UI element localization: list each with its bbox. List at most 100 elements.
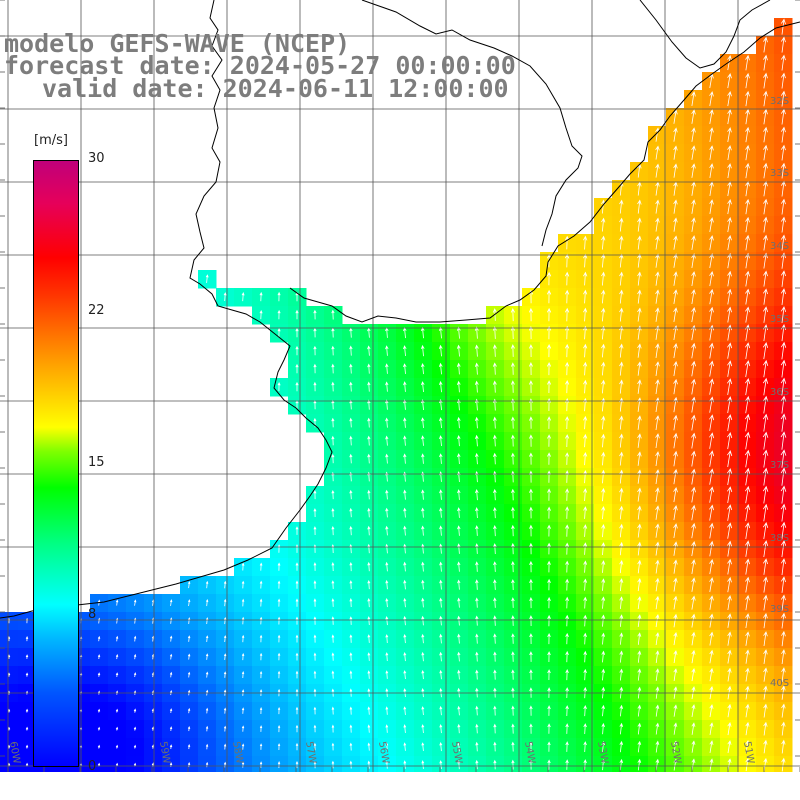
wind-arrow <box>277 616 281 625</box>
wind-arrow <box>601 415 606 430</box>
wind-arrow <box>259 616 263 625</box>
wind-arrow <box>529 488 533 501</box>
wind-arrow <box>205 671 209 678</box>
wind-arrow <box>349 345 353 356</box>
wind-arrow <box>619 614 624 627</box>
wind-arrow <box>655 253 660 268</box>
wind-arrow <box>691 577 696 592</box>
wind-arrow <box>727 342 733 359</box>
wind-arrow <box>331 724 335 733</box>
wind-arrow <box>97 635 101 642</box>
wind-arrow <box>475 434 479 447</box>
wind-arrow <box>421 579 425 590</box>
wind-speed-map[interactable]: 60W 59W 58W 57W 56W 55W 54W 53W 52W 51W 32S 33S 34S 3… <box>0 0 800 772</box>
wind-arrow <box>169 617 173 624</box>
wind-arrow <box>763 108 768 125</box>
wind-arrow <box>205 725 209 732</box>
wind-arrow <box>403 597 407 608</box>
longitude-label: 58W <box>230 741 245 765</box>
wind-arrow <box>583 723 587 735</box>
wind-arrow <box>475 633 479 644</box>
wind-arrow <box>223 671 227 678</box>
wind-arrow <box>565 741 569 752</box>
wind-arrow <box>745 108 750 125</box>
wind-arrow <box>25 744 29 749</box>
wind-arrow <box>691 109 696 124</box>
wind-arrow <box>763 667 768 682</box>
wind-arrow <box>745 198 750 215</box>
wind-arrow <box>277 670 281 679</box>
wind-arrow <box>349 652 353 661</box>
wind-arrow <box>349 525 353 536</box>
wind-arrow <box>457 507 461 518</box>
wind-arrow <box>511 705 515 716</box>
wind-arrow <box>331 760 335 769</box>
wind-arrow <box>619 505 624 520</box>
wind-arrow <box>565 596 569 609</box>
wind-arrow <box>385 760 389 769</box>
wind-arrow <box>367 597 371 608</box>
wind-arrow <box>619 469 624 484</box>
wind-arrow <box>367 742 371 751</box>
wind-arrow <box>457 398 461 411</box>
wind-arrow <box>295 309 299 320</box>
colorbar-tick-22: 22 <box>88 303 105 318</box>
wind-arrow <box>529 524 533 537</box>
wind-arrow <box>762 467 769 486</box>
coastline-lagoon <box>639 0 771 69</box>
wind-arrow <box>601 704 605 717</box>
wind-arrow <box>601 668 606 681</box>
wind-arrow <box>115 672 119 677</box>
wind-arrow <box>619 758 624 771</box>
wind-arrow <box>655 217 660 232</box>
wind-arrow <box>673 740 678 753</box>
wind-arrow <box>583 650 587 663</box>
wind-arrow <box>205 707 209 714</box>
wind-arrow <box>781 667 786 682</box>
wind-arrow <box>313 616 317 625</box>
wind-arrow <box>331 562 335 572</box>
wind-arrow <box>259 562 263 571</box>
wind-arrow <box>277 706 281 715</box>
wind-arrow <box>403 742 407 751</box>
wind-arrow <box>780 126 786 143</box>
wind-arrow <box>583 668 587 681</box>
wind-arrow <box>475 561 479 572</box>
wind-arrow <box>547 470 551 483</box>
wind-arrow <box>691 145 696 160</box>
wind-arrow <box>439 597 443 608</box>
wind-arrow <box>744 377 751 396</box>
wind-arrow <box>295 598 299 607</box>
wind-arrow <box>691 613 696 628</box>
wind-arrow <box>637 469 642 484</box>
wind-arrow <box>421 435 425 446</box>
wind-arrow <box>762 449 769 468</box>
wind-arrow <box>583 451 588 466</box>
wind-arrow <box>637 343 642 358</box>
wind-arrow <box>385 742 389 751</box>
wind-arrow <box>547 669 551 681</box>
wind-arrow <box>546 343 552 358</box>
wind-arrow <box>547 506 551 519</box>
wind-arrow <box>673 450 678 467</box>
wind-arrow <box>780 594 786 611</box>
wind-arrow <box>637 379 642 394</box>
wind-arrow <box>583 596 588 609</box>
wind-arrow <box>655 613 660 628</box>
map-title-valid-date: valid date: 2024-06-11 12:00:00 <box>42 74 509 103</box>
wind-arrow <box>691 667 696 682</box>
wind-arrow <box>259 743 263 750</box>
wind-arrow <box>385 435 389 446</box>
wind-arrow <box>169 744 173 749</box>
wind-arrow <box>492 344 497 357</box>
wind-arrow <box>637 758 642 771</box>
wind-arrow <box>727 234 732 251</box>
wind-arrow <box>187 743 191 750</box>
wind-arrow <box>691 540 696 557</box>
wind-arrow <box>133 672 137 678</box>
wind-arrow <box>619 199 624 214</box>
wind-arrow <box>583 560 588 573</box>
wind-arrow <box>547 434 552 447</box>
wind-arrow <box>529 578 533 591</box>
wind-arrow <box>367 543 371 554</box>
